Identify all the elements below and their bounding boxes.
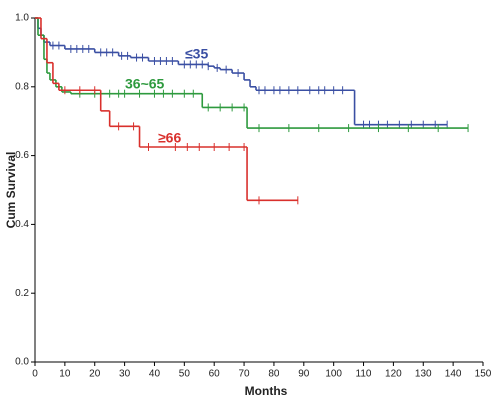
legend-label: 36~65 — [125, 76, 165, 92]
y-tick-label: 0.4 — [15, 219, 29, 230]
x-tick-label: 150 — [475, 369, 492, 380]
x-tick-label: 80 — [268, 369, 280, 380]
x-tick-label: 50 — [179, 369, 191, 380]
y-tick-label: 0.0 — [15, 357, 29, 368]
x-tick-label: 120 — [385, 369, 402, 380]
x-tick-label: 70 — [239, 369, 251, 380]
x-tick-label: 40 — [149, 369, 161, 380]
y-tick-label: 1.0 — [15, 13, 29, 24]
x-tick-label: 90 — [298, 369, 310, 380]
x-axis-title: Months — [245, 384, 288, 398]
x-tick-label: 60 — [209, 369, 221, 380]
x-tick-label: 110 — [356, 369, 372, 380]
legend-label: ≥66 — [158, 130, 181, 146]
x-tick-label: 140 — [445, 369, 462, 380]
x-tick-label: 100 — [325, 369, 342, 380]
y-tick-label: 0.8 — [15, 81, 29, 92]
y-axis-title: Cum Survival — [4, 152, 18, 229]
x-tick-label: 30 — [119, 369, 131, 380]
y-tick-label: 0.2 — [15, 288, 29, 299]
x-tick-label: 130 — [415, 369, 432, 380]
x-tick-label: 0 — [32, 369, 38, 380]
x-tick-label: 10 — [59, 369, 71, 380]
x-tick-label: 20 — [89, 369, 101, 380]
y-tick-label: 0.6 — [15, 150, 29, 161]
legend-label: ≤35 — [185, 46, 208, 62]
